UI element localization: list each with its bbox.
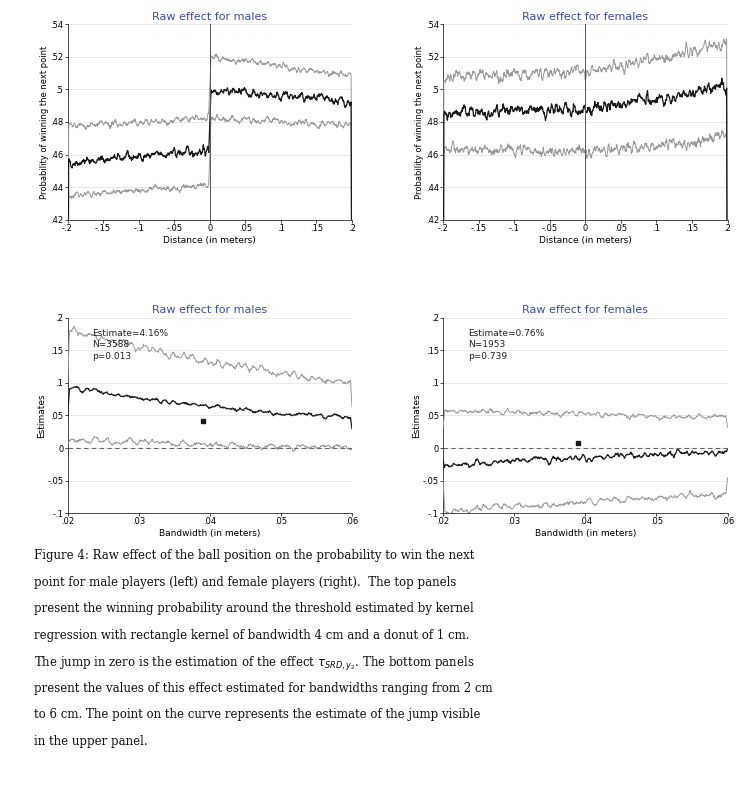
Text: The jump in zero is the estimation of the effect $\tau_{SRD,y_2}$. The bottom pa: The jump in zero is the estimation of th… (34, 655, 474, 673)
Title: Raw effect for females: Raw effect for females (522, 12, 648, 22)
X-axis label: Distance (in meters): Distance (in meters) (539, 236, 632, 245)
Y-axis label: Probability of winning the next point: Probability of winning the next point (40, 45, 49, 199)
Y-axis label: Probability of winning the next point: Probability of winning the next point (416, 45, 424, 199)
Text: present the values of this effect estimated for bandwidths ranging from 2 cm: present the values of this effect estima… (34, 682, 492, 695)
Text: in the upper panel.: in the upper panel. (34, 735, 147, 747)
Y-axis label: Estimates: Estimates (413, 393, 422, 438)
Text: present the winning probability around the threshold estimated by kernel: present the winning probability around t… (34, 602, 473, 615)
X-axis label: Bandwidth (in meters): Bandwidth (in meters) (535, 529, 636, 538)
Text: Figure 4: Raw effect of the ball position on the probability to win the next: Figure 4: Raw effect of the ball positio… (34, 549, 474, 562)
Text: regression with rectangle kernel of bandwidth 4 cm and a donut of 1 cm.: regression with rectangle kernel of band… (34, 629, 469, 642)
X-axis label: Distance (in meters): Distance (in meters) (164, 236, 256, 245)
Text: point for male players (left) and female players (right).  The top panels: point for male players (left) and female… (34, 576, 456, 589)
Title: Raw effect for females: Raw effect for females (522, 306, 648, 315)
Text: to 6 cm. The point on the curve represents the estimate of the jump visible: to 6 cm. The point on the curve represen… (34, 708, 480, 721)
Y-axis label: Estimates: Estimates (37, 393, 46, 438)
X-axis label: Bandwidth (in meters): Bandwidth (in meters) (159, 529, 260, 538)
Text: Estimate=4.16%
N=3588
p=0.013: Estimate=4.16% N=3588 p=0.013 (92, 329, 169, 361)
Title: Raw effect for males: Raw effect for males (152, 306, 267, 315)
Title: Raw effect for males: Raw effect for males (152, 12, 267, 22)
Text: Estimate=0.76%
N=1953
p=0.739: Estimate=0.76% N=1953 p=0.739 (468, 329, 544, 361)
